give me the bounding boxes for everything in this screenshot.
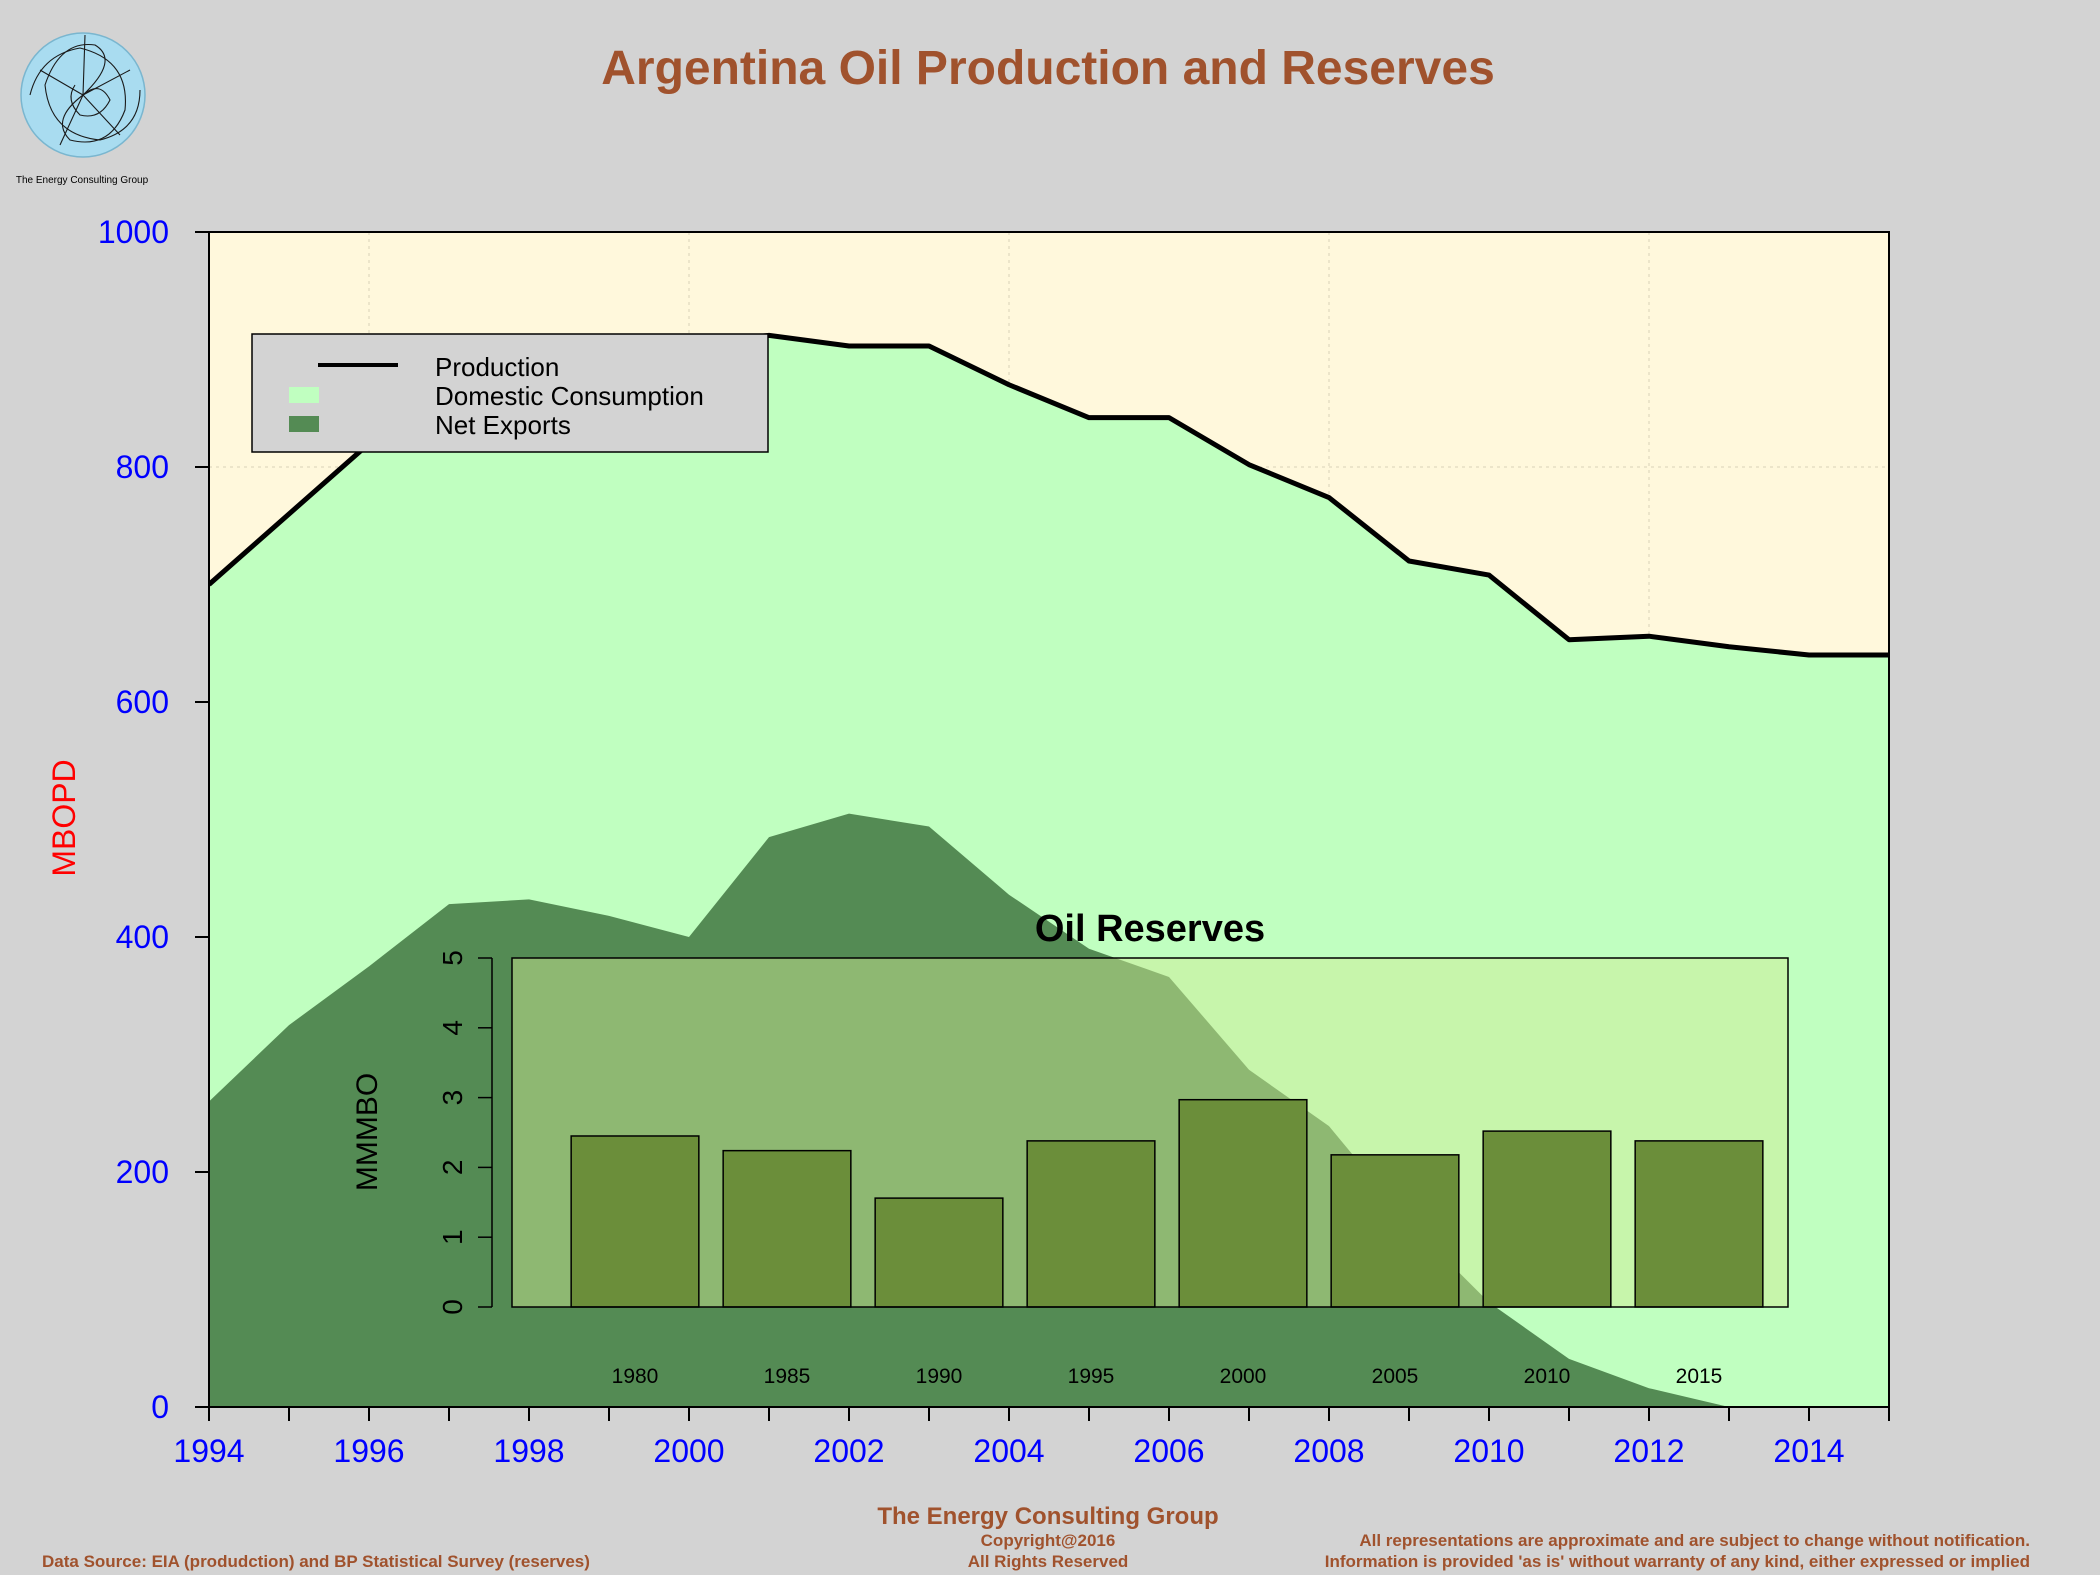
x-tick-label: 1998 [493,1433,564,1469]
reserves-bars [570,1098,1764,1308]
reserves-category-label: 2010 [1524,1365,1571,1388]
footer-disclaimer-1: All representations are approximate and … [1359,1531,2030,1550]
x-tick-label: 1994 [173,1433,244,1469]
x-tick-label: 2008 [1293,1433,1364,1469]
inset-y-tick-label: 4 [437,1020,468,1036]
legend-consumption-label: Domestic Consumption [435,381,704,411]
reserves-bar [1482,1130,1612,1308]
reserves-category-label: 2000 [1220,1365,1267,1388]
reserves-category-label: 1985 [764,1365,811,1388]
reserves-inset: 1980 1985 1990 1995 2000 2005 2010 2015 0 1 2 3 4 5 O… [351,908,1789,1388]
logo-spiral-icon [29,34,141,146]
x-tick-label: 2006 [1133,1433,1204,1469]
reserves-bar [1178,1098,1308,1308]
reserves-bar [1026,1140,1156,1308]
logo: The Energy Consulting Group [16,32,149,186]
logo-caption: The Energy Consulting Group [16,175,149,186]
reserves-bar [874,1197,1004,1308]
footer-company: The Energy Consulting Group [877,1503,1218,1530]
reserves-bar [570,1135,700,1308]
x-tick-label: 1996 [333,1433,404,1469]
x-tick-label: 2000 [653,1433,724,1469]
reserves-category-label: 2015 [1676,1365,1723,1388]
legend-consumption-swatch [289,387,319,403]
reserves-category-label: 1980 [612,1365,659,1388]
x-tick-label: 2010 [1453,1433,1524,1469]
reserves-category-label: 1990 [916,1365,963,1388]
reserves-bar [722,1149,852,1308]
x-tick-label: 2014 [1773,1433,1844,1469]
legend-exports-label: Net Exports [435,410,571,440]
inset-y-tick-label: 0 [437,1299,468,1315]
main-axes: 1994 1996 1998 2000 2002 2004 2006 2008 2010 2012… [98,214,1890,1469]
legend-production-label: Production [435,352,559,382]
legend-exports-swatch [289,416,319,432]
footer-copyright: Copyright@2016 [981,1531,1116,1550]
reserves-category-label: 2005 [1372,1365,1419,1388]
inset-y-label: MMMBO [351,1073,384,1191]
y-tick-label: 1000 [98,214,169,250]
x-tick-label: 2004 [973,1433,1044,1469]
reserves-bar [1330,1154,1460,1308]
footer-source: Data Source: EIA (produdction) and BP St… [42,1552,590,1571]
y-tick-label: 600 [116,684,169,720]
y-tick-label: 200 [116,1154,169,1190]
inset-y-tick-label: 2 [437,1160,468,1176]
inset-y-tick-label: 5 [437,950,468,966]
y-tick-label: 800 [116,449,169,485]
legend: Production Domestic Consumption Net Expo… [251,333,769,453]
inset-frame [511,957,1789,1308]
inset-axes: 1980 1985 1990 1995 2000 2005 2010 2015 0 1 2 3 4 5 [437,950,1722,1388]
chart-title: Argentina Oil Production and Reserves [601,42,1495,95]
inset-y-tick-label: 3 [437,1090,468,1106]
reserves-bar [1634,1140,1764,1308]
y-axis-label: MBOPD [46,759,82,876]
reserves-category-label: 1995 [1068,1365,1115,1388]
footer-disclaimer-2: Information is provided 'as is' without … [1325,1552,2030,1571]
legend-box [251,333,769,453]
plot-frame [208,231,1890,1408]
inset-title: Oil Reserves [1035,908,1265,950]
x-tick-label: 2012 [1613,1433,1684,1469]
footer-rights: All Rights Reserved [968,1552,1129,1571]
inset-y-tick-label: 1 [437,1229,468,1245]
y-tick-label: 400 [116,919,169,955]
x-tick-label: 2002 [813,1433,884,1469]
y-tick-label: 0 [151,1389,169,1425]
